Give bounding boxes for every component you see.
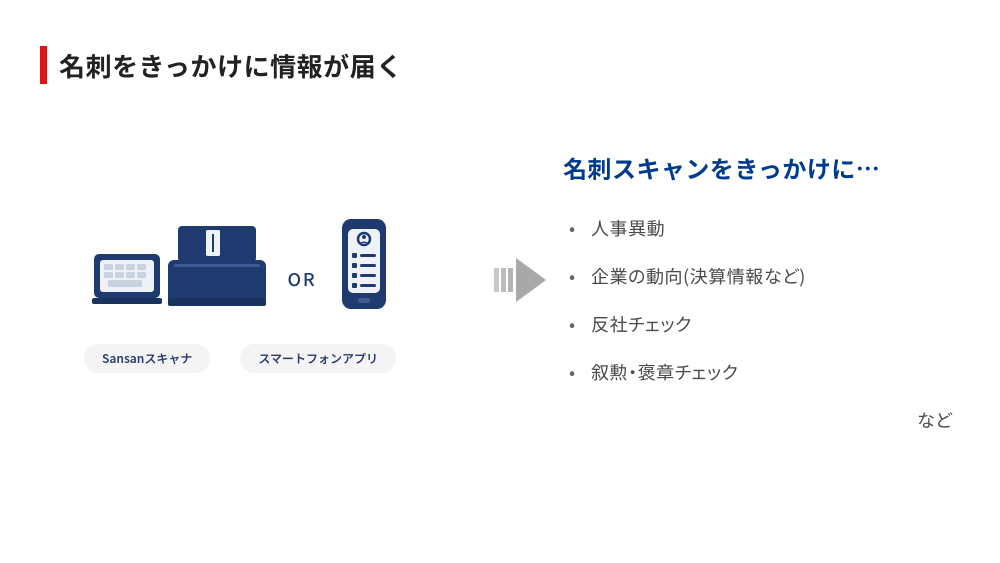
bullet-item: 企業の動向(決算情報など) xyxy=(569,263,963,289)
or-label: OR xyxy=(288,266,317,292)
slide-title-wrap: 名刺をきっかけに情報が届く xyxy=(40,46,403,84)
phone-group xyxy=(336,215,392,320)
devices-section: OR San xyxy=(60,215,420,373)
title-accent-bar xyxy=(40,46,47,84)
slide-title: 名刺をきっかけに情報が届く xyxy=(59,47,403,84)
content-section: 名刺スキャンをきっかけに… 人事異動 企業の動向(決算情報など) 反社チェック … xyxy=(563,150,963,433)
scanner-icon xyxy=(88,220,268,320)
bullet-item: 人事異動 xyxy=(569,215,963,241)
bullet-item: 反社チェック xyxy=(569,311,963,337)
scanner-group xyxy=(88,220,268,320)
phone-label: スマートフォンアプリ xyxy=(240,344,396,373)
bullet-list: 人事異動 企業の動向(決算情報など) 反社チェック 叙勲・褒章チェック xyxy=(563,215,963,385)
content-subhead: 名刺スキャンをきっかけに… xyxy=(563,150,963,185)
scanner-label: Sansanスキャナ xyxy=(84,344,210,373)
phone-icon xyxy=(336,215,392,315)
devices-row: OR xyxy=(60,215,420,320)
etc-text: など xyxy=(563,407,963,433)
device-labels-row: Sansanスキャナ スマートフォンアプリ xyxy=(60,344,420,373)
bullet-item: 叙勲・褒章チェック xyxy=(569,359,963,385)
arrow-icon xyxy=(494,258,546,307)
